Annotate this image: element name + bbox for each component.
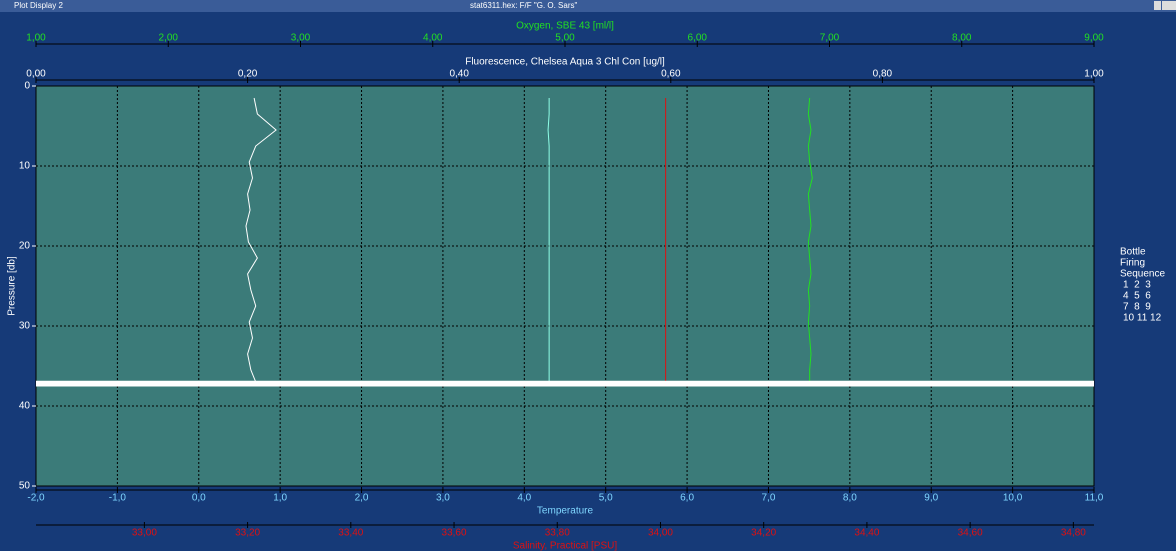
y-tick-label: 50 <box>19 481 31 492</box>
x-tick-label: 7,0 <box>762 493 776 504</box>
x-tick-label: 1,00 <box>1084 69 1104 80</box>
x-tick-label: 34,00 <box>648 528 673 539</box>
x-tick-label: 33,80 <box>545 528 570 539</box>
x-tick-label: 33,40 <box>338 528 363 539</box>
x-tick-label: 4,00 <box>423 33 443 44</box>
legend-title: Bottle <box>1120 247 1146 258</box>
x-tick-label: 34,40 <box>854 528 879 539</box>
x-tick-label: 6,0 <box>680 493 694 504</box>
x-tick-label: 7,00 <box>820 33 840 44</box>
x-tick-label: 1,00 <box>26 33 46 44</box>
x-tick-label: 2,0 <box>355 493 369 504</box>
x-tick-label: 3,0 <box>436 493 450 504</box>
maximize-button[interactable] <box>1162 1 1169 10</box>
x-tick-label: 5,00 <box>555 33 575 44</box>
x-tick-label: 33,00 <box>132 528 157 539</box>
x-axis-label: Salinity, Practical [PSU] <box>513 541 618 551</box>
legend-title: Sequence <box>1120 269 1165 280</box>
minimize-button[interactable] <box>1154 1 1161 10</box>
x-tick-label: 3,00 <box>291 33 311 44</box>
y-tick-label: 0 <box>24 81 30 92</box>
legend-row: 10 11 12 <box>1123 313 1162 324</box>
x-tick-label: 33,20 <box>235 528 260 539</box>
legend-row: 1 2 3 <box>1123 280 1151 291</box>
x-tick-label: 5,0 <box>599 493 613 504</box>
legend-row: 7 8 9 <box>1123 302 1151 313</box>
x-tick-label: -2,0 <box>27 493 45 504</box>
profile-trace <box>807 97 813 382</box>
legend-title: Firing <box>1120 258 1145 269</box>
x-tick-label: 2,00 <box>159 33 179 44</box>
x-tick-label: 0,0 <box>192 493 206 504</box>
y-tick-label: 10 <box>19 161 31 172</box>
profile-trace <box>245 97 277 383</box>
plot-area <box>35 85 1095 487</box>
profile-trace <box>547 98 550 382</box>
x-axis-label: Temperature <box>537 506 594 517</box>
y-tick-label: 30 <box>19 321 31 332</box>
x-tick-label: 1,0 <box>273 493 287 504</box>
x-axis-label: Fluorescence, Chelsea Aqua 3 Chl Con [ug… <box>465 57 665 68</box>
x-tick-label: 0,00 <box>26 69 46 80</box>
y-tick-label: 40 <box>19 401 31 412</box>
x-tick-label: 6,00 <box>688 33 708 44</box>
x-tick-label: 4,0 <box>517 493 531 504</box>
x-tick-label: 9,0 <box>924 493 938 504</box>
x-tick-label: -1,0 <box>109 493 127 504</box>
x-tick-label: 11,0 <box>1085 493 1104 504</box>
x-tick-label: 0,60 <box>661 69 681 80</box>
file-title: stat6311.hex: F/F "G. O. Sars" <box>470 1 578 10</box>
x-tick-label: 33,60 <box>442 528 467 539</box>
x-axis-label: Oxygen, SBE 43 [ml/l] <box>516 21 614 32</box>
title-bar <box>0 0 1176 12</box>
x-tick-label: 9,00 <box>1084 33 1104 44</box>
x-tick-label: 8,0 <box>843 493 857 504</box>
legend-row: 4 5 6 <box>1123 291 1151 302</box>
x-tick-label: 8,00 <box>952 33 972 44</box>
x-tick-label: 10,0 <box>1003 493 1023 504</box>
y-tick-label: 20 <box>19 241 31 252</box>
x-tick-label: 34,20 <box>751 528 776 539</box>
window-title: Plot Display 2 <box>14 1 63 10</box>
y-axis-label: Pressure [db] <box>7 256 18 316</box>
x-tick-label: 0,20 <box>238 69 258 80</box>
close-button[interactable] <box>1169 1 1176 10</box>
x-tick-label: 0,80 <box>873 69 893 80</box>
x-tick-label: 0,40 <box>449 69 469 80</box>
x-tick-label: 34,60 <box>958 528 983 539</box>
x-tick-label: 34,80 <box>1061 528 1086 539</box>
